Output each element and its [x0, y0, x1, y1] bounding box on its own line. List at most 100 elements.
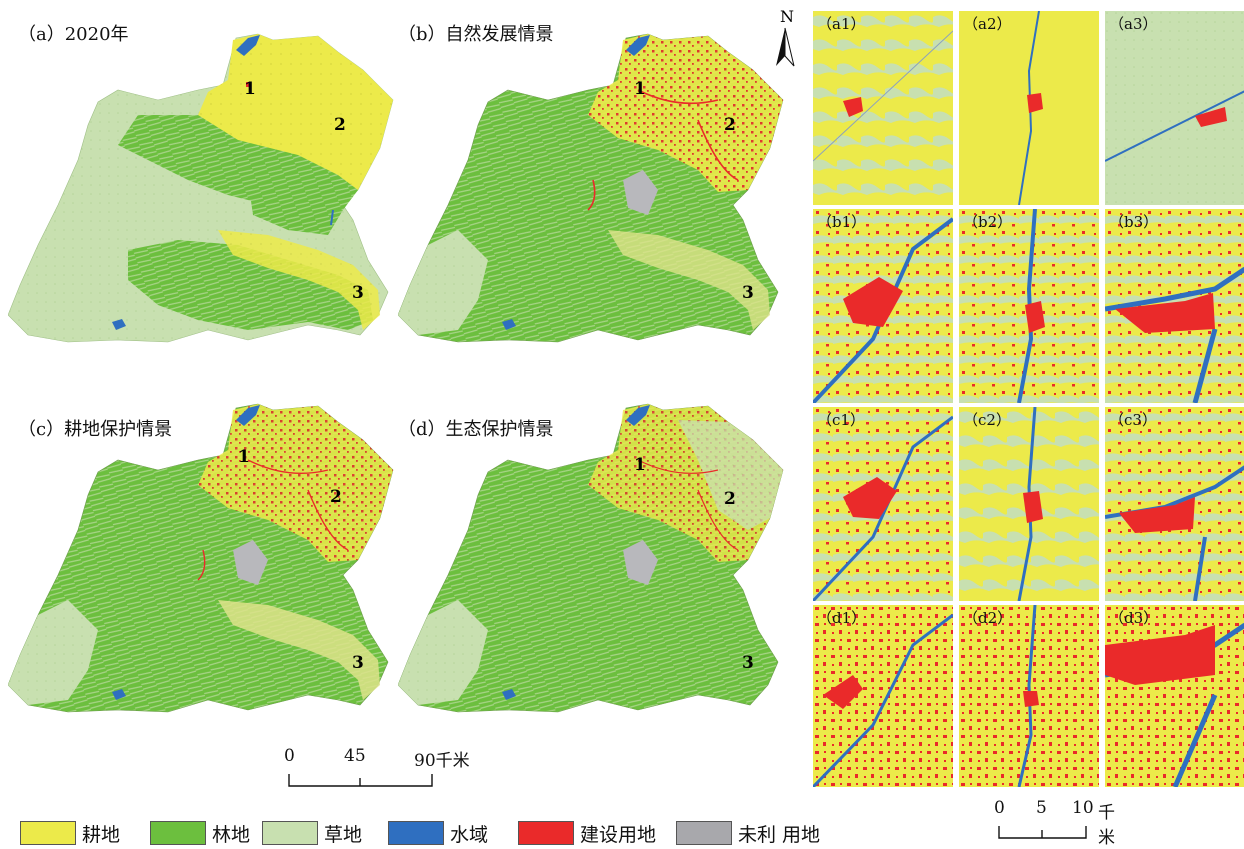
barren-center	[623, 540, 658, 585]
inset-a3-label: （a3）	[1109, 15, 1158, 33]
legend-label-forest: 林地	[212, 823, 251, 846]
panel-b-title: （b）自然发展情景	[398, 24, 554, 45]
grassland-west	[8, 600, 98, 705]
water-north	[236, 405, 260, 426]
inset-c1: （c1）	[812, 406, 954, 602]
water-north	[626, 35, 650, 56]
panel-c-title: （c）耕地保护情景	[18, 419, 173, 440]
inset-scale-tick-0: 0	[994, 798, 1005, 818]
legend-label-grassland: 草地	[324, 823, 363, 846]
panel-a-title: （a）2020年	[18, 24, 129, 45]
map-natural-development: 1 2 3	[398, 33, 784, 343]
inset-b3-label: （b3）	[1109, 213, 1159, 231]
map-ecological-protection: 1 2 3	[398, 403, 784, 713]
river-east	[330, 209, 334, 226]
water-lake	[502, 319, 516, 330]
legend-swatch-built-up	[518, 821, 574, 845]
panel-d-title: （d）生态保护情景	[398, 419, 554, 440]
site-number-1: 1	[238, 447, 250, 467]
inset-b2: （b2）	[958, 208, 1100, 404]
main-scale-tick-0: 0	[284, 746, 295, 766]
site-number-3: 3	[352, 653, 364, 673]
main-scale-tick-45: 45	[344, 746, 366, 766]
inset-d3: （d3）	[1104, 604, 1244, 800]
water-lake	[502, 689, 516, 700]
inset-d3-label: （d3）	[1109, 609, 1159, 627]
inset-b1-label: （b1）	[817, 213, 867, 231]
site-number-3: 3	[352, 283, 364, 303]
map-2020: 1 2 3	[8, 33, 394, 343]
inset-d2-label: （d2）	[963, 609, 1013, 627]
site-number-2: 2	[724, 489, 736, 509]
urban-corridor	[637, 459, 739, 551]
legend-label-unused: 未利 用地	[738, 823, 821, 846]
cropland-south	[218, 230, 380, 330]
inset-d1: （d1）	[812, 604, 954, 800]
legend-water: 水域	[388, 820, 488, 846]
inset-b2-label: （b2）	[963, 213, 1013, 231]
site-number-2: 2	[724, 115, 736, 135]
legend-grassland: 草地	[262, 820, 362, 846]
cropland-north	[198, 34, 393, 192]
map-cropland-protection: 1 2 3	[8, 403, 394, 713]
barren-center	[623, 170, 658, 215]
legend-built-up: 建设用地	[518, 820, 656, 846]
legend-swatch-grassland	[262, 821, 318, 845]
cropland-north	[588, 34, 783, 192]
site-number-1: 1	[634, 455, 646, 475]
inset-c2: （c2）	[958, 406, 1100, 602]
inset-c3-label: （c3）	[1109, 411, 1157, 429]
legend-swatch-forest	[150, 821, 206, 845]
main-scale-tick-90: 90千米	[414, 751, 470, 771]
north-arrow-icon: N	[776, 7, 795, 67]
legend-label-built-up: 建设用地	[580, 823, 657, 846]
site-number-1: 1	[244, 79, 256, 99]
inset-b1: （b1）	[812, 208, 954, 404]
inset-scale-bar: 0 5 10 千米	[990, 798, 1130, 848]
grassland-west	[398, 230, 488, 335]
inset-d2: （d2）	[958, 604, 1100, 800]
barren-center	[233, 540, 268, 585]
legend-cropland: 耕地	[20, 820, 120, 846]
legend-label-water: 水域	[450, 823, 489, 846]
north-arrow-label: N	[780, 7, 794, 26]
forest-band-2	[128, 240, 373, 330]
cropland-south	[218, 600, 380, 700]
water-north	[626, 405, 650, 426]
legend-swatch-cropland	[20, 821, 76, 845]
urban-corridor	[587, 89, 739, 211]
site-number-3: 3	[742, 283, 754, 303]
legend-swatch-water	[388, 821, 444, 845]
inset-scale-tick-10: 10	[1072, 798, 1094, 818]
legend-forest: 林地	[150, 820, 250, 846]
cropland-north	[198, 404, 393, 562]
site-number-2: 2	[334, 115, 346, 135]
water-lake	[112, 319, 126, 330]
inset-a1: （a1）	[812, 10, 954, 206]
inset-c2-label: （c2）	[963, 411, 1011, 429]
inset-a2-label: （a2）	[963, 15, 1012, 33]
site-number-3: 3	[742, 653, 754, 673]
legend-unused: 未利 用地	[676, 820, 820, 846]
inset-a2: （a2）	[958, 10, 1100, 206]
forest-band-3	[248, 180, 343, 235]
inset-d1-label: （d1）	[817, 609, 867, 627]
water-north	[236, 35, 260, 56]
site-number-1: 1	[634, 79, 646, 99]
inset-c3: （c3）	[1104, 406, 1244, 602]
inset-c1-label: （c1）	[817, 411, 865, 429]
cropland-south	[608, 230, 770, 330]
legend-label-cropland: 耕地	[82, 823, 121, 846]
inset-a1-label: （a1）	[817, 15, 866, 33]
main-scale-bar: 0 45 90千米	[280, 746, 480, 796]
inset-b3: （b3）	[1104, 208, 1244, 404]
grassland-north	[678, 420, 783, 530]
grassland-west	[398, 600, 488, 705]
legend-swatch-unused	[676, 821, 732, 845]
inset-a3: （a3）	[1104, 10, 1244, 206]
site-number-2: 2	[330, 487, 342, 507]
inset-scale-tick-5: 5	[1036, 798, 1047, 818]
water-lake	[112, 689, 126, 700]
urban-corridor	[197, 459, 349, 581]
inset-scale-unit: 千米	[1098, 803, 1115, 848]
